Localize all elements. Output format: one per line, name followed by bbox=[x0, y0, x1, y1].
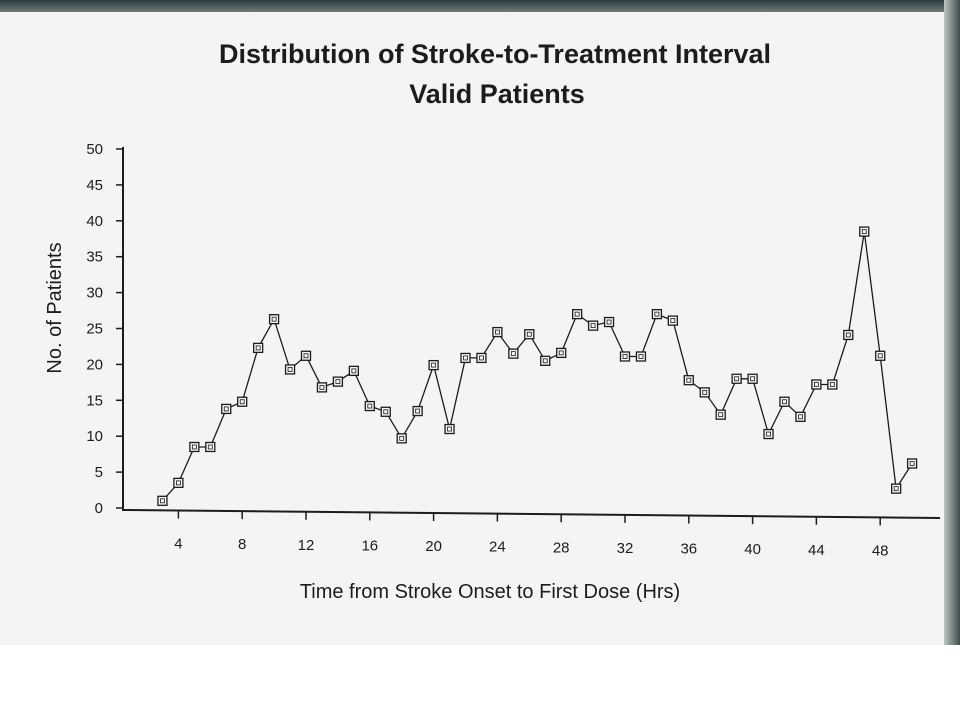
data-point-marker bbox=[524, 329, 535, 340]
y-tick-label: 0 bbox=[95, 500, 103, 517]
x-tick-label: 32 bbox=[617, 540, 634, 557]
data-point-marker bbox=[364, 400, 375, 412]
data-point-marker bbox=[795, 411, 806, 422]
data-point-marker bbox=[284, 364, 296, 375]
data-point-marker bbox=[619, 351, 631, 362]
x-axis-line bbox=[121, 509, 941, 519]
data-point-marker bbox=[221, 403, 232, 415]
chart-subtitle: Valid Patients bbox=[409, 79, 585, 109]
data-point-marker bbox=[412, 405, 423, 417]
data-point-marker bbox=[572, 308, 583, 320]
data-point-marker bbox=[587, 320, 599, 331]
data-point-marker bbox=[205, 441, 216, 453]
data-point-marker bbox=[476, 352, 487, 364]
data-point-marker bbox=[667, 315, 678, 326]
data-point-marker bbox=[635, 351, 647, 362]
x-tick-label: 8 bbox=[238, 536, 246, 553]
data-point-marker bbox=[268, 314, 280, 325]
y-tick-label: 50 bbox=[86, 141, 103, 158]
data-point-marker bbox=[508, 348, 519, 359]
x-tick-label: 24 bbox=[489, 539, 506, 556]
data-point-marker bbox=[763, 428, 774, 440]
data-point-marker bbox=[811, 379, 822, 390]
data-point-marker bbox=[189, 441, 200, 453]
data-point-marker bbox=[300, 350, 312, 361]
data-point-marker bbox=[827, 379, 838, 390]
chart-title: Distribution of Stroke-to-Treatment Inte… bbox=[219, 39, 771, 69]
data-point-marker bbox=[460, 352, 471, 364]
data-point-marker bbox=[859, 226, 870, 237]
x-tick-label: 40 bbox=[744, 541, 761, 558]
x-axis-label: Time from Stroke Onset to First Dose (Hr… bbox=[300, 581, 680, 603]
data-point-marker bbox=[875, 350, 886, 361]
data-point-marker bbox=[683, 375, 694, 386]
y-tick-label: 25 bbox=[86, 321, 103, 338]
slide-right-edge bbox=[944, 0, 960, 645]
data-point-marker bbox=[348, 365, 360, 377]
data-point-marker bbox=[540, 355, 551, 366]
data-point-marker bbox=[779, 396, 790, 407]
y-tick-label: 40 bbox=[86, 213, 103, 230]
y-tick-label: 30 bbox=[86, 285, 103, 302]
data-point-marker bbox=[252, 342, 264, 354]
line-chart: Distribution of Stroke-to-Treatment Inte… bbox=[44, 39, 941, 603]
x-tick-label: 16 bbox=[361, 537, 378, 554]
data-point-marker bbox=[747, 373, 758, 384]
x-tick-label: 20 bbox=[425, 538, 442, 555]
slide-background: Distribution of Stroke-to-Treatment Inte… bbox=[0, 0, 960, 645]
data-point-marker bbox=[843, 329, 854, 341]
data-point-marker bbox=[906, 458, 918, 469]
x-tick-label: 12 bbox=[298, 537, 315, 554]
series-markers bbox=[157, 226, 918, 506]
data-point-marker bbox=[380, 406, 391, 417]
x-tick-label: 44 bbox=[808, 542, 825, 559]
y-axis-ticks: 0 5 10 15 20 25 30 35 40 45 50 bbox=[86, 141, 123, 517]
data-point-marker bbox=[173, 477, 184, 489]
data-point-marker bbox=[699, 387, 710, 398]
x-tick-label: 4 bbox=[174, 536, 182, 553]
data-point-marker bbox=[492, 326, 503, 338]
data-point-marker bbox=[603, 316, 615, 328]
y-tick-label: 45 bbox=[86, 177, 103, 194]
x-tick-label: 48 bbox=[872, 542, 889, 559]
x-tick-label: 36 bbox=[680, 541, 697, 558]
series-line bbox=[161, 231, 913, 502]
y-tick-label: 35 bbox=[86, 249, 103, 266]
data-point-marker bbox=[396, 433, 407, 444]
data-point-marker bbox=[731, 373, 742, 384]
data-point-marker bbox=[715, 409, 726, 420]
data-point-marker bbox=[428, 359, 439, 371]
data-point-marker bbox=[332, 376, 344, 387]
y-tick-label: 20 bbox=[86, 356, 103, 373]
data-point-marker bbox=[157, 495, 168, 506]
y-axis-label: No. of Patients bbox=[44, 242, 66, 373]
data-point-marker bbox=[237, 396, 248, 407]
y-tick-label: 5 bbox=[95, 464, 103, 481]
y-tick-label: 10 bbox=[86, 428, 103, 445]
slide-top-edge bbox=[0, 0, 960, 12]
data-point-marker bbox=[556, 347, 567, 359]
x-axis-ticks: 4 8 12 16 20 24 28 32 36 40 44 48 bbox=[174, 510, 889, 559]
data-point-marker bbox=[316, 382, 328, 393]
y-tick-label: 15 bbox=[86, 392, 103, 409]
x-tick-label: 28 bbox=[553, 539, 570, 556]
data-point-marker bbox=[651, 308, 663, 320]
data-point-marker bbox=[444, 423, 455, 435]
data-point-marker bbox=[891, 483, 902, 494]
